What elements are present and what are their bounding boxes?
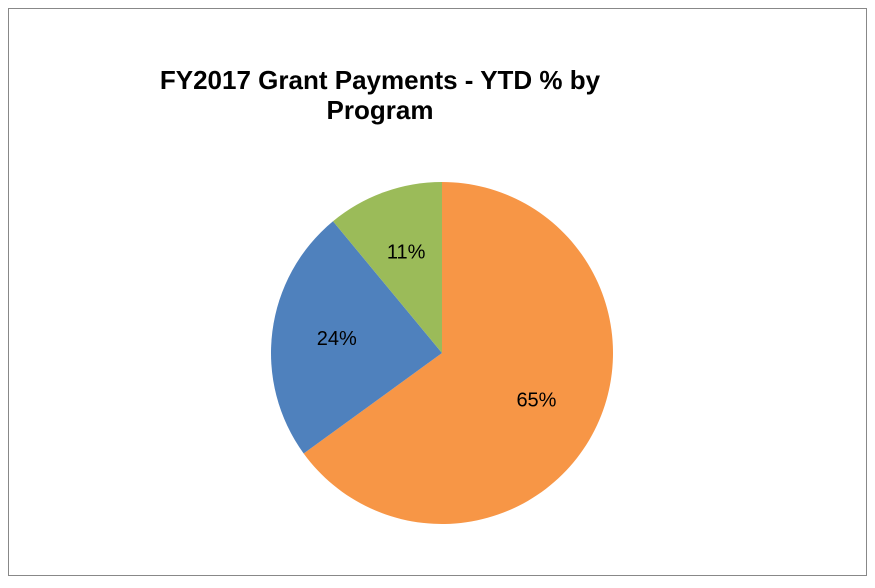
pie-slice: [270, 221, 442, 454]
data-label: 65%: [516, 389, 556, 411]
pie-slice: [333, 182, 442, 353]
data-label: 24%: [317, 328, 357, 350]
chart-title: FY2017 Grant Payments - YTD % by: [160, 65, 601, 95]
chart-title: Program: [327, 95, 434, 125]
data-label: 11%: [387, 242, 426, 264]
pie-slice: [303, 182, 613, 524]
